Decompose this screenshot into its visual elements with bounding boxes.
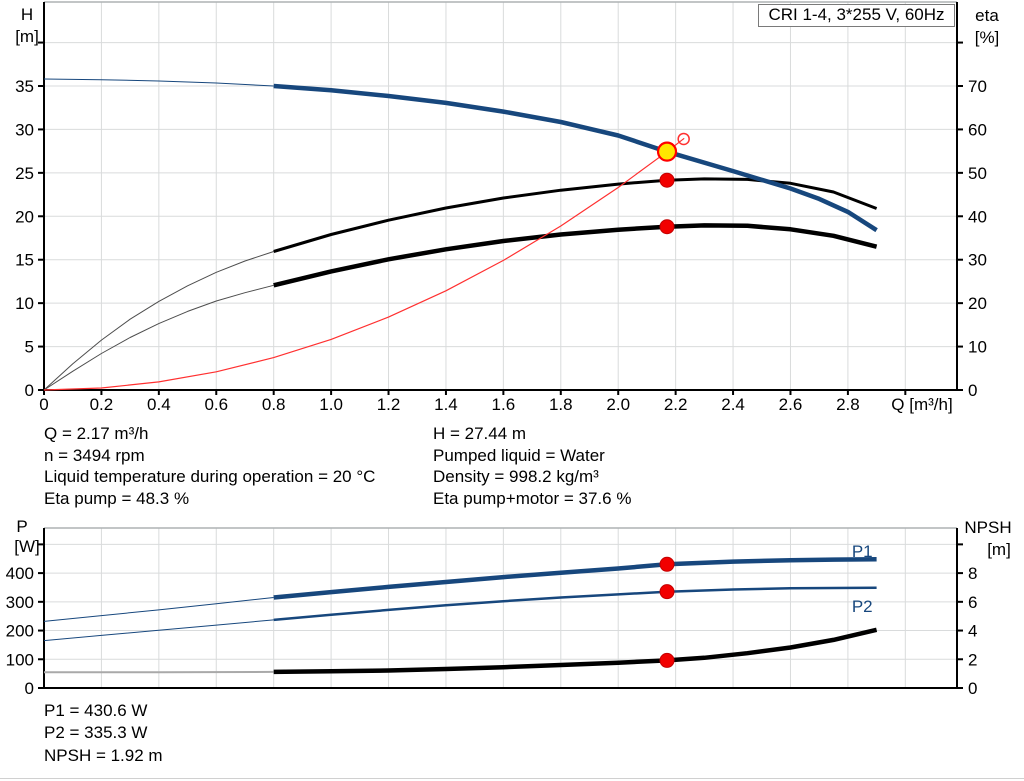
right-axis-tick-label: 6 — [968, 593, 977, 612]
info-line-eta-pump-motor: Eta pump+motor = 37.6 % — [433, 488, 632, 508]
right-axis-tick-label: 2 — [968, 650, 977, 669]
right-axis-tick-label: 20 — [968, 294, 987, 313]
duty-point[interactable] — [656, 141, 678, 162]
right-axis-title: [m] — [987, 540, 1011, 559]
x-axis-tick-label: 1.6 — [492, 395, 516, 414]
left-axis-tick-label: 400 — [6, 564, 34, 583]
right-axis-title: eta — [975, 6, 999, 25]
info-line-speed: n = 3494 rpm — [44, 445, 145, 465]
info-line-q: Q = 2.17 m³/h — [44, 424, 149, 443]
right-axis-tick-label: 40 — [968, 207, 987, 226]
x-axis-tick-label: 1.4 — [434, 395, 458, 414]
right-axis-title: NPSH — [964, 518, 1011, 537]
x-axis-tick-label: 1.8 — [549, 395, 573, 414]
hq-curve-thin — [43, 78, 274, 87]
duty-info-left: Q = 2.17 m³/h n = 3494 rpm Liquid temper… — [44, 423, 375, 509]
x-axis-tick-label: 2.6 — [779, 395, 803, 414]
left-axis-tick-label: 0 — [25, 679, 34, 698]
info-line-p2: P2 = 335.3 W — [44, 723, 148, 743]
eta-pump-motor-point — [659, 219, 675, 235]
left-axis-tick-label: 200 — [6, 622, 34, 641]
info-line-h: H = 27.44 m — [433, 424, 527, 443]
right-axis-tick-label: 50 — [968, 164, 987, 183]
left-axis-title: [m] — [15, 27, 39, 46]
x-axis-tick-label: 1.2 — [377, 395, 401, 414]
left-axis-tick-label: 100 — [6, 650, 34, 669]
left-axis-tick-label: 15 — [15, 251, 34, 270]
info-line-pumped-liquid: Pumped liquid = Water — [433, 445, 605, 465]
right-axis-tick-label: 8 — [968, 564, 977, 583]
p1-curve-thin — [43, 597, 274, 622]
p2-label: P2 — [852, 597, 873, 616]
left-axis-tick-label: 300 — [6, 593, 34, 612]
left-axis-tick-label: 35 — [15, 77, 34, 96]
hq-curve — [273, 83, 878, 233]
left-axis-title: [W] — [14, 537, 40, 556]
right-axis-tick-label: 70 — [968, 77, 987, 96]
npsh-curve — [273, 627, 878, 675]
right-axis-tick-label: 30 — [968, 251, 987, 270]
npsh-point — [659, 652, 675, 668]
left-axis-title: P — [16, 517, 27, 536]
p2-curve-thin — [43, 619, 274, 642]
left-axis-title: H — [21, 5, 33, 24]
right-axis-tick-label: 4 — [968, 622, 977, 641]
eta-pump-curve-thin — [43, 251, 274, 391]
left-axis-tick-label: 10 — [15, 294, 34, 313]
x-axis-tick-label: 2.4 — [721, 395, 745, 414]
x-axis-tick-label: 2.0 — [606, 395, 630, 414]
eta-pump-motor-curve — [273, 223, 878, 288]
info-line-eta-pump: Eta pump = 48.3 % — [44, 488, 190, 508]
right-axis-tick-label: 10 — [968, 338, 987, 357]
p2-curve — [273, 586, 877, 622]
info-line-density: Density = 998.2 kg/m³ — [433, 467, 599, 486]
page-bottom-divider — [0, 778, 1024, 779]
info-line-liquid-temp: Liquid temperature during operation = 20… — [44, 467, 376, 486]
eta-pump-point — [659, 172, 675, 188]
duty-info-right: H = 27.44 m Pumped liquid = Water Densit… — [433, 423, 631, 509]
info-line-npsh: NPSH = 1.92 m — [44, 745, 163, 765]
right-axis-tick-label: 0 — [968, 381, 977, 400]
pump-title-box: CRI 1-4, 3*255 V, 60Hz — [758, 4, 955, 27]
x-axis-tick-label: 2.2 — [664, 395, 688, 414]
left-axis-tick-label: 30 — [15, 120, 34, 139]
left-axis-tick-label: 5 — [25, 338, 34, 357]
left-axis-tick-label: 25 — [15, 164, 34, 183]
right-axis-tick-label: 60 — [968, 120, 987, 139]
x-axis-title: Q [m³/h] — [891, 395, 952, 414]
x-axis-tick-label: 1.0 — [319, 395, 343, 414]
system-curve — [43, 137, 685, 391]
power-info: P1 = 430.6 W P2 = 335.3 W NPSH = 1.92 m — [44, 700, 163, 767]
info-line-p1: P1 = 430.6 W — [44, 701, 148, 720]
x-axis-tick-label: 0.2 — [90, 395, 114, 414]
right-axis-tick-label: 0 — [968, 679, 977, 698]
eta-pump-curve — [273, 177, 878, 253]
left-axis-tick-label: 0 — [25, 381, 34, 400]
system-curve-open-point — [677, 132, 690, 146]
p1-curve — [273, 557, 877, 600]
x-axis-tick-label: 0 — [39, 395, 48, 414]
left-axis-tick-label: 20 — [15, 207, 34, 226]
x-axis-tick-label: 0.8 — [262, 395, 286, 414]
right-axis-title: [%] — [975, 28, 1000, 47]
p1-label: P1 — [852, 542, 873, 561]
x-axis-tick-label: 0.6 — [204, 395, 228, 414]
p2-point — [659, 584, 675, 600]
x-axis-tick-label: 2.8 — [836, 395, 860, 414]
x-axis-tick-label: 0.4 — [147, 395, 171, 414]
eta-pump-motor-curve-thin — [43, 284, 274, 391]
p1-point — [659, 556, 675, 572]
